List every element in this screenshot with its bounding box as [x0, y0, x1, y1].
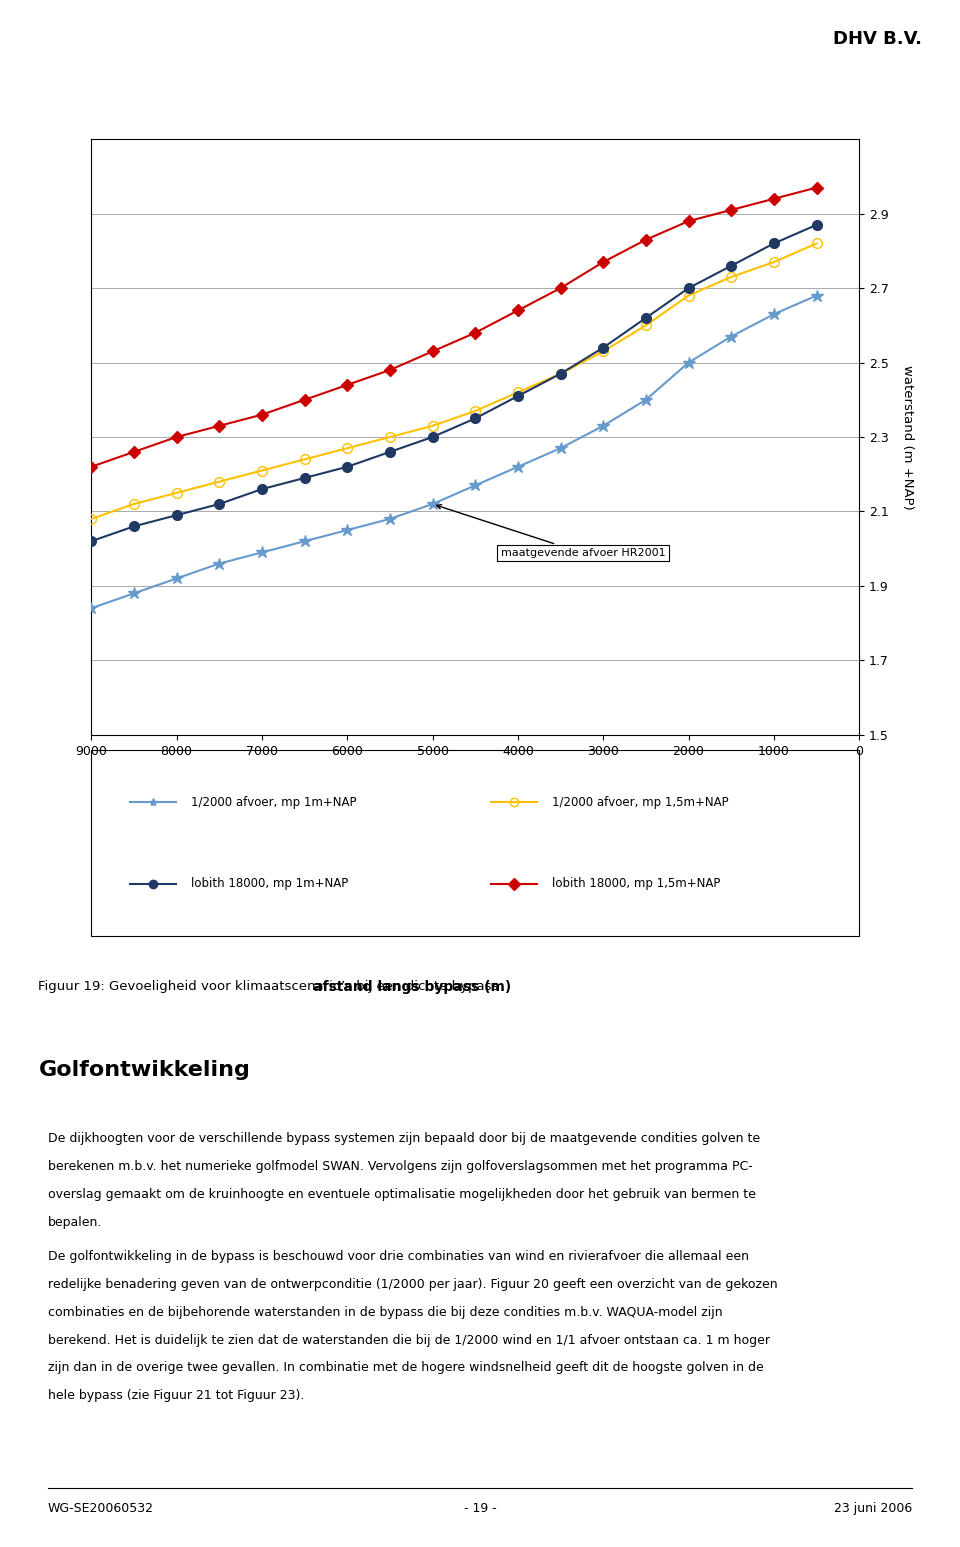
Text: De dijkhoogten voor de verschillende bypass systemen zijn bepaald door bij de ma: De dijkhoogten voor de verschillende byp…	[48, 1132, 760, 1145]
Text: afstand langs bypass (m): afstand langs bypass (m)	[313, 979, 512, 995]
Text: De golfontwikkeling in de bypass is beschouwd voor drie combinaties van wind en : De golfontwikkeling in de bypass is besc…	[48, 1250, 749, 1262]
Text: WG-SE20060532: WG-SE20060532	[48, 1502, 154, 1515]
Text: zijn dan in de overige twee gevallen. In combinatie met de hogere windsnelheid g: zijn dan in de overige twee gevallen. In…	[48, 1361, 764, 1374]
Text: berekenen m.b.v. het numerieke golfmodel SWAN. Vervolgens zijn golfoverslagsomme: berekenen m.b.v. het numerieke golfmodel…	[48, 1160, 753, 1173]
Text: DHV B.V.: DHV B.V.	[832, 29, 922, 48]
Text: overslag gemaakt om de kruinhoogte en eventuele optimalisatie mogelijkheden door: overslag gemaakt om de kruinhoogte en ev…	[48, 1188, 756, 1200]
Text: 1/2000 afvoer, mp 1,5m+NAP: 1/2000 afvoer, mp 1,5m+NAP	[552, 795, 729, 809]
Text: hele bypass (zie Figuur 21 tot Figuur 23).: hele bypass (zie Figuur 21 tot Figuur 23…	[48, 1389, 304, 1402]
Text: berekend. Het is duidelijk te zien dat de waterstanden die bij de 1/2000 wind en: berekend. Het is duidelijk te zien dat d…	[48, 1334, 770, 1346]
Text: redelijke benadering geven van de ontwerpconditie (1/2000 per jaar). Figuur 20 g: redelijke benadering geven van de ontwer…	[48, 1278, 778, 1290]
Text: lobith 18000, mp 1,5m+NAP: lobith 18000, mp 1,5m+NAP	[552, 877, 720, 891]
Text: Golfontwikkeling: Golfontwikkeling	[38, 1060, 251, 1080]
Text: combinaties en de bijbehorende waterstanden in de bypass die bij deze condities : combinaties en de bijbehorende waterstan…	[48, 1306, 723, 1318]
Text: 23 juni 2006: 23 juni 2006	[833, 1502, 912, 1515]
Y-axis label: waterstand (m +NAP): waterstand (m +NAP)	[900, 365, 914, 509]
Text: bepalen.: bepalen.	[48, 1216, 103, 1228]
Text: 1/2000 afvoer, mp 1m+NAP: 1/2000 afvoer, mp 1m+NAP	[191, 795, 356, 809]
Text: Figuur 19: Gevoeligheid voor klimaatscenario’s bij een dichte bypass: Figuur 19: Gevoeligheid voor klimaatscen…	[38, 979, 499, 993]
Text: lobith 18000, mp 1m+NAP: lobith 18000, mp 1m+NAP	[191, 877, 348, 891]
Text: - 19 -: - 19 -	[464, 1502, 496, 1515]
Text: maatgevende afvoer HR2001: maatgevende afvoer HR2001	[437, 504, 665, 558]
